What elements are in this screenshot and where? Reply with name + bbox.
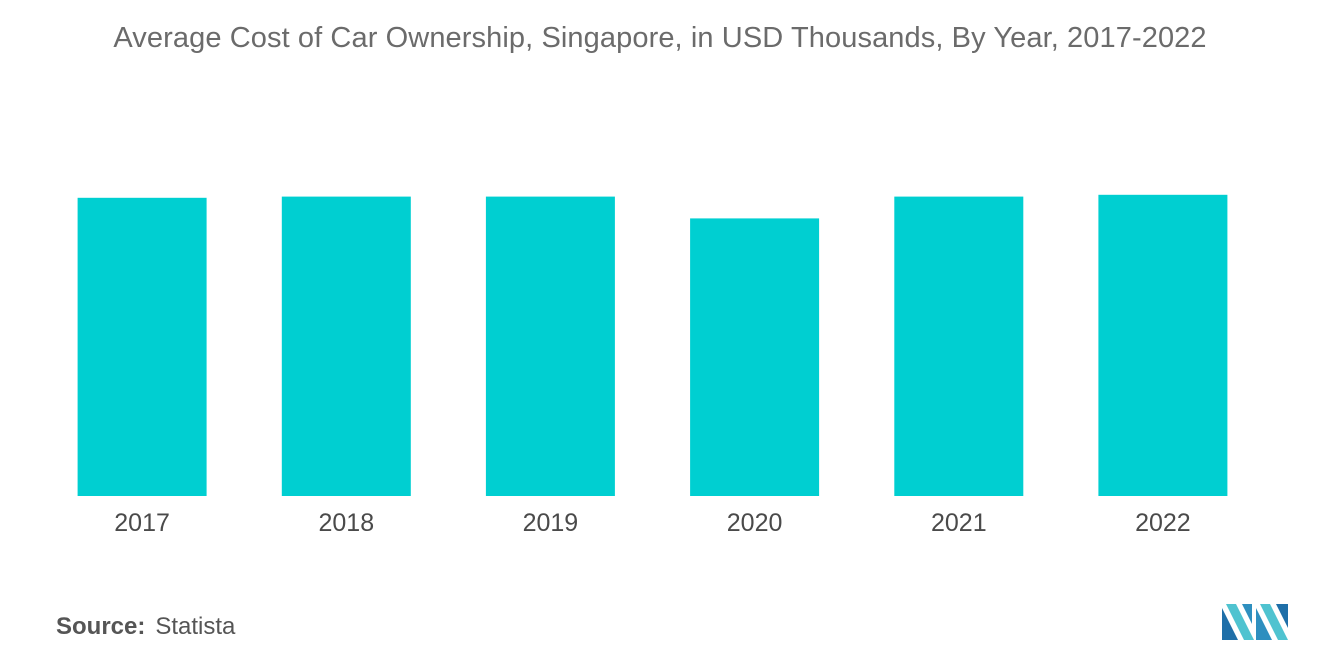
source-value: Statista xyxy=(155,613,236,640)
bar-2021 xyxy=(894,196,1024,496)
bar-2017 xyxy=(77,197,207,497)
x-tick-label-2017: 2017 xyxy=(114,509,170,537)
bar-2022 xyxy=(1098,194,1228,497)
bars-group xyxy=(77,194,1228,497)
x-tick-label-2018: 2018 xyxy=(318,509,374,537)
x-tick-label-2022: 2022 xyxy=(1135,509,1191,537)
source-label: Source: xyxy=(56,613,146,640)
source-note: Source: Statista xyxy=(56,613,235,641)
x-tick-label-2021: 2021 xyxy=(931,509,987,537)
x-axis-ticks: 2017 2018 2019 2020 2021 2022 xyxy=(114,509,1190,537)
bar-2019 xyxy=(485,196,615,496)
mordor-intelligence-logo-icon xyxy=(1222,604,1288,640)
bar-chart: 2017 2018 2019 2020 2021 2022 xyxy=(77,194,1228,537)
bar-2020 xyxy=(690,218,820,496)
bar-2018 xyxy=(281,196,411,496)
x-tick-label-2020: 2020 xyxy=(727,509,783,537)
x-tick-label-2019: 2019 xyxy=(523,509,579,537)
chart-title: Average Cost of Car Ownership, Singapore… xyxy=(113,22,1207,54)
